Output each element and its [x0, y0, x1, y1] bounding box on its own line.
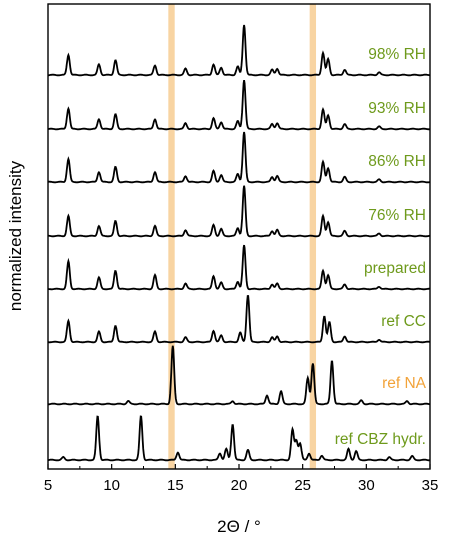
trace-label: 86% RH	[368, 153, 426, 170]
trace-label: prepared	[364, 260, 426, 277]
trace-prepared	[47, 244, 430, 291]
trace-98-rh	[48, 24, 431, 77]
x-tick-label: 15	[167, 477, 184, 494]
trace-labels: 98% RH 93% RH 86% RH 76% RH prepared ref CC re…	[335, 46, 427, 448]
trace-ref-na	[48, 345, 430, 406]
trace-label: 93% RH	[368, 100, 426, 117]
trace-86-rh	[47, 131, 431, 184]
trace-label: 98% RH	[368, 46, 426, 63]
trace-ref-cc	[48, 295, 430, 344]
y-axis-label: normalized intensity	[6, 160, 25, 311]
diffraction-traces	[47, 24, 431, 462]
trace-ref-cbz-hydr-	[47, 415, 430, 462]
x-axis-ticks: 5 10 15 20 25 30 35	[44, 464, 439, 494]
trace-76-rh	[48, 185, 430, 238]
x-tick-label: 30	[358, 477, 375, 494]
x-tick-label: 35	[422, 477, 439, 494]
x-axis-label: 2Θ / °	[217, 517, 261, 536]
trace-label: ref CC	[381, 313, 426, 330]
trace-label: 76% RH	[368, 207, 426, 224]
x-tick-label: 10	[103, 477, 120, 494]
trace-label: ref NA	[382, 375, 427, 392]
trace-label: ref CBZ hydr.	[335, 431, 426, 448]
x-tick-label: 25	[294, 477, 311, 494]
trace-93-rh	[47, 80, 430, 131]
x-tick-label: 20	[231, 477, 248, 494]
x-tick-label: 5	[44, 477, 52, 494]
